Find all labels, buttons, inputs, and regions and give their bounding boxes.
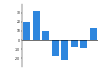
Bar	[23, 22, 30, 40]
Bar	[90, 28, 97, 40]
Bar	[33, 11, 40, 40]
Bar	[61, 40, 68, 60]
Bar	[80, 40, 87, 48]
Bar	[52, 40, 59, 57]
Bar	[42, 31, 49, 40]
Bar	[71, 40, 78, 47]
